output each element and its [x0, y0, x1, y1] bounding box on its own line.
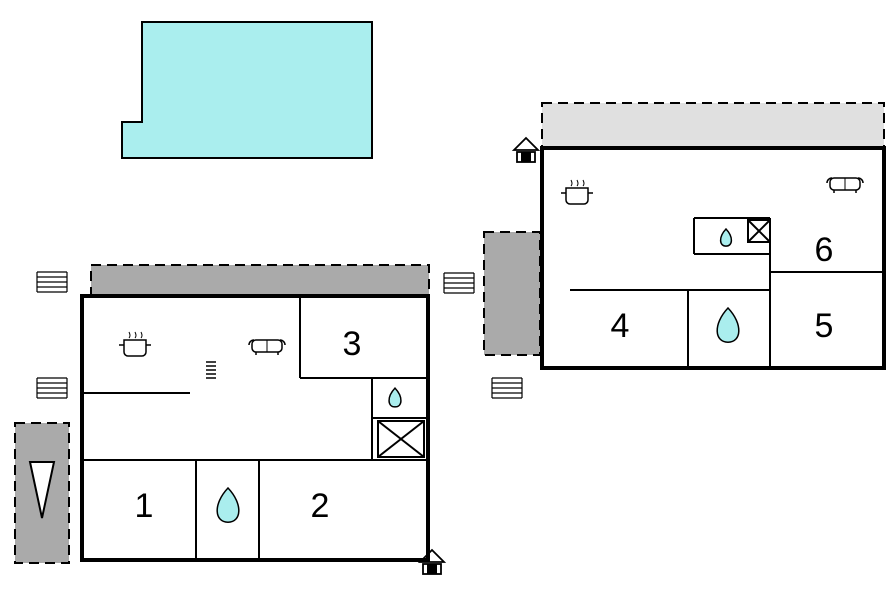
stairs-icon	[444, 273, 474, 293]
entrance-icon	[514, 138, 538, 162]
room-1-label: 1	[135, 487, 154, 525]
stairs-icon	[492, 378, 522, 398]
room-6-label: 6	[815, 231, 834, 269]
stairs-icon	[37, 378, 67, 398]
room-4-label: 4	[611, 307, 630, 345]
floor-plan: 1 2 3 4 5 6	[0, 0, 896, 597]
stairs-icon	[37, 272, 67, 292]
room-5-label: 5	[815, 307, 834, 345]
room-2-label: 2	[311, 487, 330, 525]
pool	[122, 22, 372, 158]
room-3-label: 3	[343, 325, 362, 363]
